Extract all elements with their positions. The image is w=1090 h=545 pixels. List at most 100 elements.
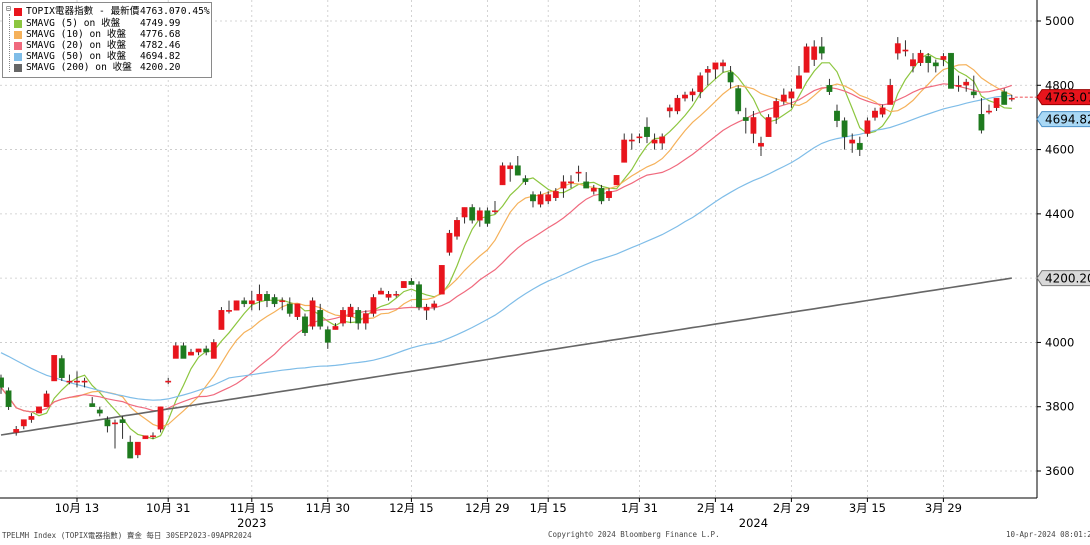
- price-tag-sma50-text: 4694.82: [1045, 113, 1090, 127]
- y-tick-label: 4000: [1045, 335, 1074, 349]
- candle-body: [811, 46, 818, 60]
- candle-body: [925, 56, 932, 63]
- candle-body: [803, 46, 810, 73]
- y-tick-label: 4400: [1045, 207, 1074, 221]
- candle-body: [704, 69, 711, 73]
- legend-value-sma10: 4776.68: [140, 29, 181, 40]
- candle-body: [74, 380, 80, 383]
- candle-body: [112, 422, 118, 425]
- candle-body: [195, 348, 202, 353]
- candle-body: [431, 303, 438, 308]
- candle-body: [172, 345, 179, 359]
- candle-body: [271, 297, 278, 305]
- candle-body: [385, 294, 392, 298]
- x-year-label: 2023: [237, 516, 266, 530]
- y-tick-label: 3800: [1045, 400, 1074, 414]
- candle-body: [256, 294, 263, 301]
- candle-body: [340, 310, 346, 324]
- candle-body: [378, 290, 384, 295]
- legend-value-sma20: 4782.46: [140, 40, 181, 51]
- candle-body: [492, 210, 498, 213]
- candle-body: [210, 342, 217, 359]
- candle-body: [446, 232, 453, 253]
- candle-body: [248, 300, 255, 305]
- candle-body: [742, 117, 749, 121]
- x-tick-label: 2月 29: [773, 501, 810, 515]
- candle-body: [826, 85, 833, 92]
- candle-body: [849, 139, 856, 144]
- candle-body: [727, 72, 734, 83]
- candle-body: [856, 142, 863, 150]
- candle-body: [393, 294, 400, 296]
- candle-body: [302, 316, 308, 333]
- y-tick-label: 4800: [1045, 78, 1074, 92]
- legend-change-main: -0.45%: [175, 6, 210, 17]
- legend-swatch-sma20: [14, 42, 22, 50]
- x-tick-label: 12月 29: [465, 501, 509, 515]
- candle-body: [241, 300, 248, 305]
- price-tag-sma200: 4200.20: [1036, 270, 1090, 287]
- price-tag-sma200-text: 4200.20: [1045, 272, 1090, 286]
- legend-collapse-icon[interactable]: ⊟: [6, 4, 11, 13]
- candle-body: [796, 75, 802, 89]
- legend-swatch-sma5: [14, 20, 22, 28]
- candle-body: [712, 62, 719, 70]
- candle-body: [461, 207, 468, 218]
- candle-body: [423, 306, 430, 311]
- candle-body: [36, 406, 42, 414]
- candle-body: [818, 46, 825, 54]
- candle-body: [666, 107, 673, 112]
- footer-copyright: Copyright© 2024 Bloomberg Finance L.P.: [548, 530, 720, 539]
- candle-body: [180, 345, 187, 359]
- candle-body: [568, 181, 574, 184]
- candle-body: [279, 300, 286, 303]
- candle-body: [986, 110, 992, 113]
- candle-body: [530, 194, 536, 202]
- y-tick-label: 3600: [1045, 464, 1074, 478]
- candle-body: [560, 181, 567, 189]
- candle-body: [902, 49, 909, 52]
- candle-body: [507, 165, 514, 170]
- candle-body: [552, 191, 559, 198]
- legend-label-main: TOPIX電器指數 - 最新價: [26, 6, 140, 17]
- chart-legend: ⊟ TOPIX電器指數 - 最新價 4763.07 -0.45% SMAVG (…: [2, 2, 212, 78]
- x-tick-label: 10月 13: [55, 501, 99, 515]
- candle-body: [294, 303, 301, 317]
- candle-body: [347, 306, 354, 317]
- candle-body: [978, 114, 985, 131]
- sma50-line: [0, 94, 1012, 401]
- candle-body: [970, 91, 977, 96]
- candle-body: [469, 207, 476, 221]
- candle-body: [932, 62, 939, 67]
- candle-body: [636, 136, 643, 139]
- price-tag-sma50: 4694.82: [1036, 111, 1090, 128]
- candle-body: [955, 85, 962, 87]
- candle-body: [583, 181, 590, 189]
- sma10-line: [0, 64, 1013, 428]
- candle-body: [362, 313, 369, 324]
- candle-body: [43, 393, 50, 407]
- candle-body: [780, 94, 787, 102]
- candle-body: [750, 117, 757, 134]
- candle-body: [203, 348, 210, 353]
- legend-label-sma200: SMAVG (200) on 收盤: [26, 62, 132, 73]
- legend-value-sma50: 4694.82: [140, 51, 181, 62]
- candle-body: [644, 126, 650, 137]
- candle-body: [332, 326, 339, 330]
- candle-body: [621, 139, 628, 163]
- candle-body: [993, 97, 1000, 108]
- candle-body: [773, 101, 780, 118]
- candle-body: [127, 441, 134, 459]
- candle-body: [20, 419, 27, 427]
- candle-body: [408, 281, 415, 285]
- x-tick-label: 1月 15: [530, 501, 567, 515]
- candle-body: [324, 329, 331, 343]
- price-tag-last-text: 4763.07: [1045, 91, 1090, 105]
- candle-body: [575, 171, 582, 174]
- x-tick-label: 11月 15: [230, 501, 274, 515]
- candle-body: [674, 97, 681, 112]
- x-tick-label: 3月 29: [925, 501, 962, 515]
- candle-body: [545, 194, 552, 202]
- legend-label-sma5: SMAVG (5) on 收盤: [26, 18, 121, 29]
